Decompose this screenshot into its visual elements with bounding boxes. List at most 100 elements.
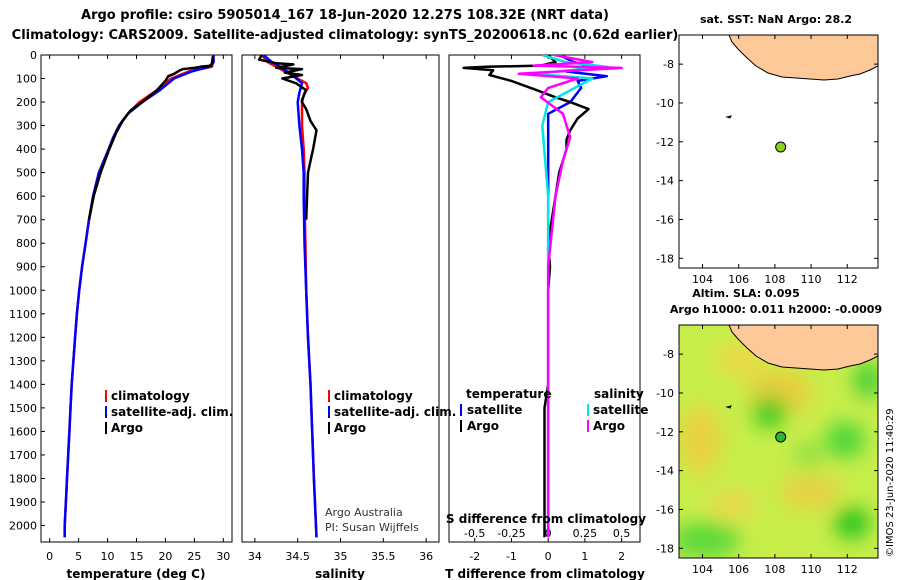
map-lat-label: -8 xyxy=(663,58,674,71)
x-tick-label: 36 xyxy=(419,550,433,563)
sla-low-blob xyxy=(679,522,740,558)
sla-low-blob xyxy=(794,445,822,465)
x-tick-label: 35 xyxy=(334,550,348,563)
map-lon-label: 112 xyxy=(837,563,858,576)
legend-swatch-climatology xyxy=(105,390,107,402)
series-line-argo xyxy=(87,56,215,220)
sla-high-blob xyxy=(679,405,722,475)
depth-tick-label: 200 xyxy=(16,96,37,109)
legend-title-salinity: salinity xyxy=(594,387,644,401)
legend-swatch-climatology xyxy=(328,390,330,402)
depth-tick-label: 400 xyxy=(16,143,37,156)
s-diff-tick-label: -0.25 xyxy=(497,527,525,540)
temperature-legend: climatology satellite-adj. clim. Argo xyxy=(105,389,233,435)
x-tick-label: 35.5 xyxy=(371,550,396,563)
legend-swatch-argo xyxy=(105,422,107,434)
x-tick-label: 1 xyxy=(581,550,588,563)
difference-legend: temperature salinity satellite Argo sate… xyxy=(460,387,648,433)
sla-map-axes: 104 106 108 110 112 -8 -10 -12 -14 -16 -18 xyxy=(656,325,878,576)
temperature-axis-label: temperature (deg C) xyxy=(67,567,206,580)
depth-tick-label: 1700 xyxy=(9,449,37,462)
figure-title-line2: Climatology: CARS2009. Satellite-adjuste… xyxy=(12,28,679,43)
x-tick-label: 15 xyxy=(130,550,144,563)
depth-tick-label: 800 xyxy=(16,237,37,250)
depth-tick-label: 1900 xyxy=(9,496,37,509)
imos-watermark: ©IMOS 23-Jun-2020 11:40:29 xyxy=(885,408,896,557)
coastline-island xyxy=(725,405,732,409)
depth-tick-label: 1200 xyxy=(9,331,37,344)
salinity-legend: climatology satellite-adj. clim. Argo xyxy=(328,389,456,435)
legend-swatch-argo xyxy=(328,422,330,434)
depth-tick-label: 500 xyxy=(16,167,37,180)
sla-anomaly-blobs xyxy=(679,345,878,558)
depth-tick-label: 600 xyxy=(16,190,37,203)
sla-high-blob xyxy=(708,491,756,519)
t-difference-axis-label: T difference from climatology xyxy=(445,567,645,580)
sst-map-land xyxy=(725,35,878,119)
legend-label-climatology: climatology xyxy=(111,389,190,403)
series-line-t-difference-argo- xyxy=(462,55,590,538)
x-tick-label: 5 xyxy=(75,550,82,563)
legend-label-t-argo: Argo xyxy=(467,419,499,433)
map-lat-label: -18 xyxy=(656,542,674,555)
map-lon-label: 110 xyxy=(801,563,822,576)
figure-title-line1: Argo profile: csiro 5905014_167 18-Jun-2… xyxy=(81,8,609,23)
map-lat-label: -18 xyxy=(656,252,674,265)
depth-tick-label: 0 xyxy=(30,49,37,62)
java-landmass xyxy=(728,325,878,371)
difference-x-axis: -2 -1 0 1 2-0.5 -0.25 0 0.25 0.5 xyxy=(464,55,630,563)
legend-title-temperature: temperature xyxy=(466,387,551,401)
x-tick-label: 10 xyxy=(101,550,115,563)
series-line-climatology xyxy=(260,55,318,538)
series-line-climatology xyxy=(63,55,215,538)
sla-high-blob xyxy=(780,474,840,510)
legend-swatch-s-argo xyxy=(587,420,589,432)
sst-map-frame xyxy=(678,34,879,269)
map-lat-label: -10 xyxy=(656,387,674,400)
x-tick-label: 20 xyxy=(158,550,172,563)
legend-label-s-argo: Argo xyxy=(593,419,625,433)
s-diff-tick-label: 0.5 xyxy=(613,527,631,540)
series-line-s-difference-argo- xyxy=(517,55,623,538)
depth-tick-label: 1800 xyxy=(9,472,37,485)
s-diff-tick-label: -0.5 xyxy=(464,527,485,540)
legend-swatch-s-satellite xyxy=(587,404,589,416)
depth-axis: 0 100 200 300 400 500 600 700 800 900 1000 1100 1200… xyxy=(9,49,45,533)
map-lon-label: 108 xyxy=(764,563,785,576)
pi-text: PI: Susan Wijffels xyxy=(325,521,419,534)
legend-swatch-satellite-adj xyxy=(105,406,107,418)
temperature-plot-frame xyxy=(40,54,233,543)
series-line-argo xyxy=(257,55,318,220)
map-lon-label: 110 xyxy=(801,273,822,286)
depth-tick-label: 1600 xyxy=(9,425,37,438)
sla-map-title: Altim. SLA: 0.095 xyxy=(692,287,799,300)
depth-tick-label: 1400 xyxy=(9,378,37,391)
sla-low-blob xyxy=(854,362,878,398)
depth-tick-label: 300 xyxy=(16,120,37,133)
legend-label-climatology: climatology xyxy=(334,389,413,403)
map-lat-label: -16 xyxy=(656,503,674,516)
salinity-x-axis: 34 34.5 35 35.5 36 xyxy=(248,55,433,563)
map-lat-label: -8 xyxy=(663,348,674,361)
argo-float-marker xyxy=(775,431,787,443)
depth-tick-label: 2000 xyxy=(9,520,37,533)
legend-swatch-t-satellite xyxy=(460,404,462,416)
map-lat-label: -14 xyxy=(656,465,674,478)
s-difference-axis-label: S difference from climatology xyxy=(446,512,646,526)
x-tick-label: 34 xyxy=(248,550,262,563)
x-tick-label: -2 xyxy=(469,550,480,563)
map-lat-label: -12 xyxy=(656,426,674,439)
temperature-x-axis: 0 5 10 15 20 25 30 xyxy=(46,55,230,563)
legend-label-s-satellite: satellite xyxy=(593,403,648,417)
map-lon-label: 104 xyxy=(692,563,713,576)
series-line-satellite-adj-clim- xyxy=(63,55,215,538)
temperature-series xyxy=(63,55,215,538)
map-lon-label: 112 xyxy=(837,273,858,286)
sla-low-blob xyxy=(753,397,787,427)
map-lat-label: -16 xyxy=(656,213,674,226)
map-lon-label: 104 xyxy=(692,273,713,286)
difference-series xyxy=(462,55,623,538)
salinity-axis-label: salinity xyxy=(315,567,365,580)
legend-swatch-t-argo xyxy=(460,420,462,432)
